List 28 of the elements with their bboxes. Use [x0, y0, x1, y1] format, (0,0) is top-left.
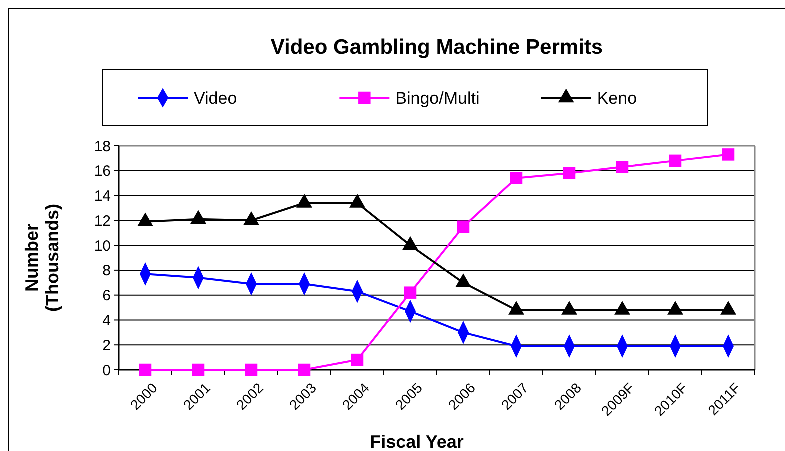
y-axis-title: Number (Thousands) — [22, 204, 63, 312]
point — [510, 172, 523, 184]
legend-label: Keno — [597, 88, 638, 108]
y-tick-label: 14 — [94, 188, 111, 206]
y-tick-label: 0 — [102, 362, 111, 380]
y-tick-label: 6 — [102, 288, 111, 305]
point — [669, 154, 682, 168]
y-tick-label: 4 — [102, 312, 111, 330]
point — [404, 286, 417, 299]
point — [298, 364, 311, 376]
y-tick-label: 10 — [94, 238, 111, 255]
point — [245, 364, 258, 376]
y-tick-label: 12 — [94, 212, 111, 230]
point — [616, 161, 629, 174]
point — [192, 364, 205, 376]
point — [457, 220, 470, 234]
point — [351, 354, 364, 366]
chart-title: Video Gambling Machine Permits — [270, 36, 604, 59]
point — [563, 167, 576, 180]
point — [722, 148, 735, 161]
legend-label: Bingo/Multi — [396, 88, 480, 108]
y-tick-label: 16 — [94, 163, 111, 180]
y-tick-label: 18 — [94, 138, 111, 156]
y-tick-label: 2 — [102, 337, 111, 354]
x-axis-title: Fiscal Year — [370, 432, 464, 451]
y-tick-label: 8 — [102, 262, 111, 280]
legend-label: Video — [194, 88, 238, 108]
point — [139, 364, 152, 376]
